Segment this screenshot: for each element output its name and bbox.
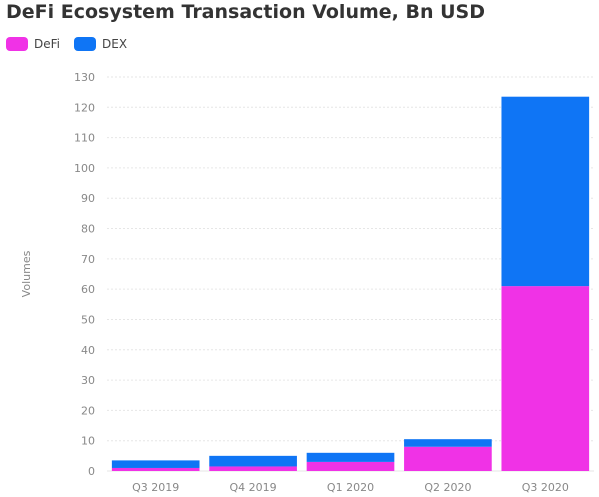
x-tick-label: Q1 2020: [327, 481, 374, 494]
bar-dex: [306, 452, 395, 462]
y-tick-label: 110: [74, 132, 95, 145]
legend-item-dex[interactable]: DEX: [74, 37, 127, 51]
legend-label-dex: DEX: [102, 37, 128, 51]
y-tick-label: 0: [88, 465, 95, 478]
x-tick-label: Q3 2020: [522, 481, 569, 494]
bar-dex: [501, 96, 590, 287]
y-tick-label: 30: [81, 374, 95, 387]
legend: DeFi DEX: [6, 37, 141, 51]
bar-defi: [209, 466, 297, 471]
y-tick-label: 20: [81, 404, 95, 417]
bar-defi: [501, 286, 590, 471]
legend-label-defi: DeFi: [34, 37, 60, 51]
legend-item-defi[interactable]: DeFi: [6, 37, 60, 51]
x-tick-label: Q3 2019: [132, 481, 179, 494]
y-axis-label: Volumes: [20, 250, 33, 297]
x-tick-label: Q2 2020: [424, 481, 471, 494]
y-tick-label: 90: [81, 192, 95, 205]
y-tick-label: 60: [81, 283, 95, 296]
x-tick-label: Q4 2019: [230, 481, 277, 494]
bar-defi: [404, 446, 492, 471]
legend-swatch-dex: [74, 37, 96, 51]
legend-swatch-defi: [6, 37, 28, 51]
chart-title: DeFi Ecosystem Transaction Volume, Bn US…: [6, 1, 485, 23]
bar-dex: [111, 460, 200, 468]
y-tick-label: 130: [74, 71, 95, 84]
y-tick-label: 70: [81, 253, 95, 266]
y-tick-label: 40: [81, 344, 95, 357]
y-tick-label: 10: [81, 435, 95, 448]
y-tick-label: 120: [74, 101, 95, 114]
bar-defi: [306, 461, 395, 471]
bar-dex: [209, 455, 297, 467]
y-tick-label: 80: [81, 223, 95, 236]
y-tick-label: 100: [74, 162, 95, 175]
y-tick-label: 50: [81, 313, 95, 326]
bar-dex: [404, 439, 492, 447]
bar-defi: [111, 467, 200, 471]
